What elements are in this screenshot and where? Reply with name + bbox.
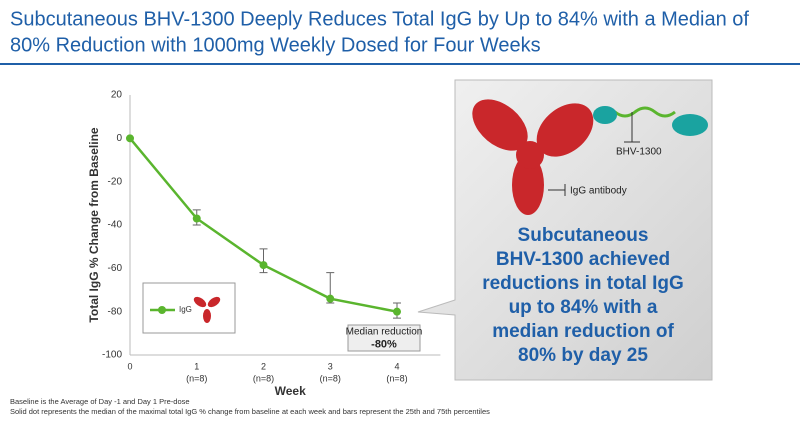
x-axis-title: Week xyxy=(275,384,306,398)
error-bar xyxy=(259,248,268,274)
annotation-text: Median reduction xyxy=(346,326,423,337)
y-tick-label: 0 xyxy=(116,133,122,144)
y-tick-label: 20 xyxy=(111,90,123,101)
antibody-icon xyxy=(472,99,594,215)
callout-text: Subcutaneous xyxy=(518,225,649,246)
callout-text: BHV-1300 achieved xyxy=(496,249,670,270)
legend-label: IgG xyxy=(179,305,192,314)
y-tick-label: -100 xyxy=(102,350,122,361)
callout-text: reductions in total IgG xyxy=(482,273,684,294)
callout-panel xyxy=(417,79,713,381)
footnote: Baseline is the Average of Day -1 and Da… xyxy=(10,397,190,406)
annotation-value: -80% xyxy=(371,339,397,351)
x-tick-note: (n=8) xyxy=(320,373,341,383)
x-tick-note: (n=8) xyxy=(253,373,274,383)
y-tick-label: -60 xyxy=(108,263,123,274)
y-axis-title: Total IgG % Change from Baseline xyxy=(87,127,101,322)
icon-label: IgG antibody xyxy=(570,186,627,197)
callout-text: up to 84% with a xyxy=(509,297,658,318)
y-tick-label: -80 xyxy=(108,306,123,317)
data-point xyxy=(326,294,335,303)
x-tick-label: 1 xyxy=(194,361,199,371)
footnote: Solid dot represents the median of the m… xyxy=(10,407,490,416)
x-tick-note: (n=8) xyxy=(386,373,407,383)
data-point xyxy=(126,134,134,143)
icon-label: BHV-1300 xyxy=(616,147,662,158)
data-point xyxy=(259,261,268,270)
legend-box xyxy=(142,282,236,334)
y-tick-label: -40 xyxy=(108,220,123,231)
legend-antibody xyxy=(193,296,221,323)
median-box xyxy=(347,324,421,352)
x-tick-label: 3 xyxy=(328,361,333,371)
callout-text: 80% by day 25 xyxy=(518,345,648,366)
x-tick-label: 4 xyxy=(394,361,399,371)
x-tick-label: 0 xyxy=(127,361,132,371)
y-tick-label: -20 xyxy=(108,176,123,187)
data-point xyxy=(393,307,401,316)
x-tick-note: (n=8) xyxy=(186,373,207,383)
title-line: Subcutaneous BHV-1300 Deeply Reduces Tot… xyxy=(10,8,749,30)
legend-dot xyxy=(158,306,166,314)
callout-text: median reduction of xyxy=(492,321,674,342)
data-point xyxy=(192,214,201,223)
x-tick-label: 2 xyxy=(261,361,266,371)
title-line: 80% Reduction with 1000mg Weekly Dosed f… xyxy=(10,34,541,56)
bhv-icon xyxy=(548,106,708,196)
